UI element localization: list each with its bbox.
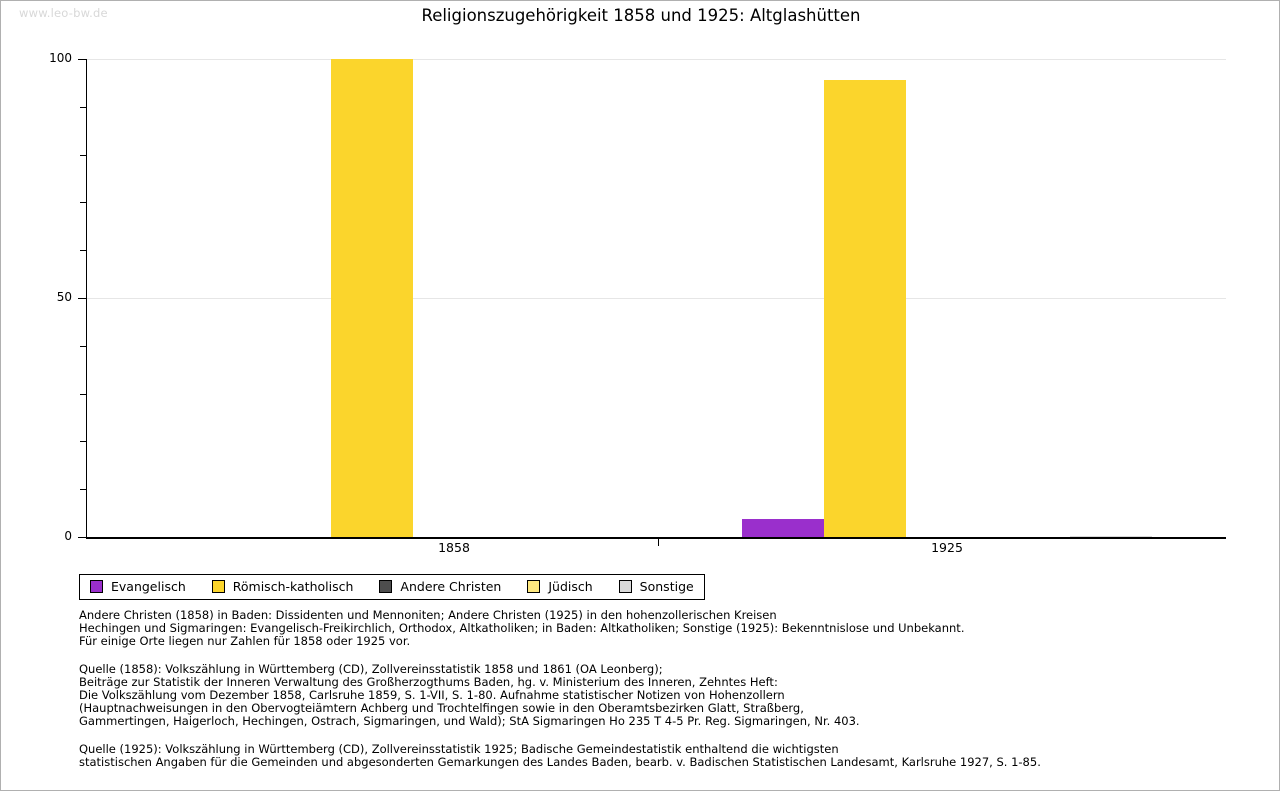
footnote-line: (Hauptnachweisungen in den Obervogteiämt…: [79, 701, 804, 716]
gridline: [86, 298, 1226, 299]
y-axis-label: 50: [56, 290, 72, 304]
y-axis-minor-tick: [80, 250, 86, 252]
bar-1925-r-misch-katholisch[interactable]: [824, 80, 906, 537]
x-axis-label-1925: 1925: [931, 540, 963, 555]
y-axis-minor-tick: [80, 106, 86, 108]
footnote-line: Die Volkszählung vom Dezember 1858, Carl…: [79, 688, 785, 703]
bar-1858-r-misch-katholisch[interactable]: [331, 59, 413, 537]
chart-legend: Evangelisch Römisch-katholisch Andere Chri…: [79, 574, 705, 600]
legend-swatch-icon: [379, 580, 393, 593]
legend-label: Sonstige: [639, 579, 694, 594]
legend-swatch-icon: [90, 580, 103, 593]
gridline: [86, 59, 1226, 60]
legend-label: Jüdisch: [548, 579, 593, 594]
y-axis-minor-tick: [80, 393, 86, 395]
legend-swatch-icon: [211, 580, 225, 593]
legend-label: Römisch-katholisch: [232, 579, 354, 594]
legend-item-j-disch[interactable]: Jüdisch: [527, 579, 593, 594]
x-axis-label-1858: 1858: [438, 540, 470, 555]
y-axis-minor-tick: [80, 345, 86, 347]
legend-swatch-icon: [527, 580, 541, 593]
x-axis-group-tick: [658, 539, 659, 546]
plot-area: 0 50 100: [49, 51, 1226, 543]
footnote-line: Gammertingen, Haigerloch, Hechingen, Ost…: [79, 714, 860, 729]
footnote-block: Quelle (1925): Volkszählung in Württembe…: [79, 741, 1229, 769]
legend-label: Andere Christen: [400, 579, 502, 594]
y-axis-tick: [78, 59, 86, 60]
footnote-line: Für einige Orte liegen nur Zahlen für 18…: [79, 634, 411, 649]
y-axis-tick: [78, 298, 86, 299]
page-title: Religionszugehörigkeit 1858 und 1925: Al…: [421, 6, 861, 25]
y-axis-minor-tick: [80, 441, 86, 443]
bar-1925-sonstige[interactable]: [1070, 536, 1152, 537]
footnote-line: Beiträge zur Statistik der Inneren Verwa…: [79, 674, 778, 689]
footnote-line: statistischen Angaben für die Gemeinden …: [79, 754, 1041, 769]
y-axis-minor-tick: [80, 202, 86, 204]
footnote-line: Quelle (1858): Volkszählung in Württembe…: [79, 661, 663, 676]
bar-1925-evangelisch[interactable]: [742, 518, 824, 537]
footnote-line: Quelle (1925): Volkszählung in Württembe…: [79, 741, 839, 756]
y-axis-tick: [78, 537, 86, 538]
y-axis-minor-tick: [80, 489, 86, 491]
footnote-block: Andere Christen (1858) in Baden: Disside…: [79, 608, 1229, 649]
site-watermark: www.leo-bw.de: [19, 6, 108, 20]
legend-item-evangelisch[interactable]: Evangelisch: [90, 579, 186, 594]
y-axis-line: [86, 59, 87, 537]
footnotes: Andere Christen (1858) in Baden: Disside…: [79, 608, 1229, 783]
legend-item-andere-christen[interactable]: Andere Christen: [379, 579, 501, 594]
legend-label: Evangelisch: [111, 579, 186, 594]
legend-item-sonstige[interactable]: Sonstige: [618, 579, 694, 594]
footnote-line: Andere Christen (1858) in Baden: Disside…: [79, 608, 777, 622]
x-axis-line: [86, 537, 1226, 539]
footnote-line: Hechingen und Sigmaringen: Evangelisch-F…: [79, 621, 965, 636]
y-axis-label: 100: [49, 51, 72, 65]
footnote-block: Quelle (1858): Volkszählung in Württembe…: [79, 661, 1229, 729]
y-axis-label: 0: [64, 529, 72, 543]
legend-swatch-icon: [618, 580, 632, 593]
legend-item-r-misch-katholisch[interactable]: Römisch-katholisch: [211, 579, 354, 594]
y-axis-minor-tick: [80, 154, 86, 156]
